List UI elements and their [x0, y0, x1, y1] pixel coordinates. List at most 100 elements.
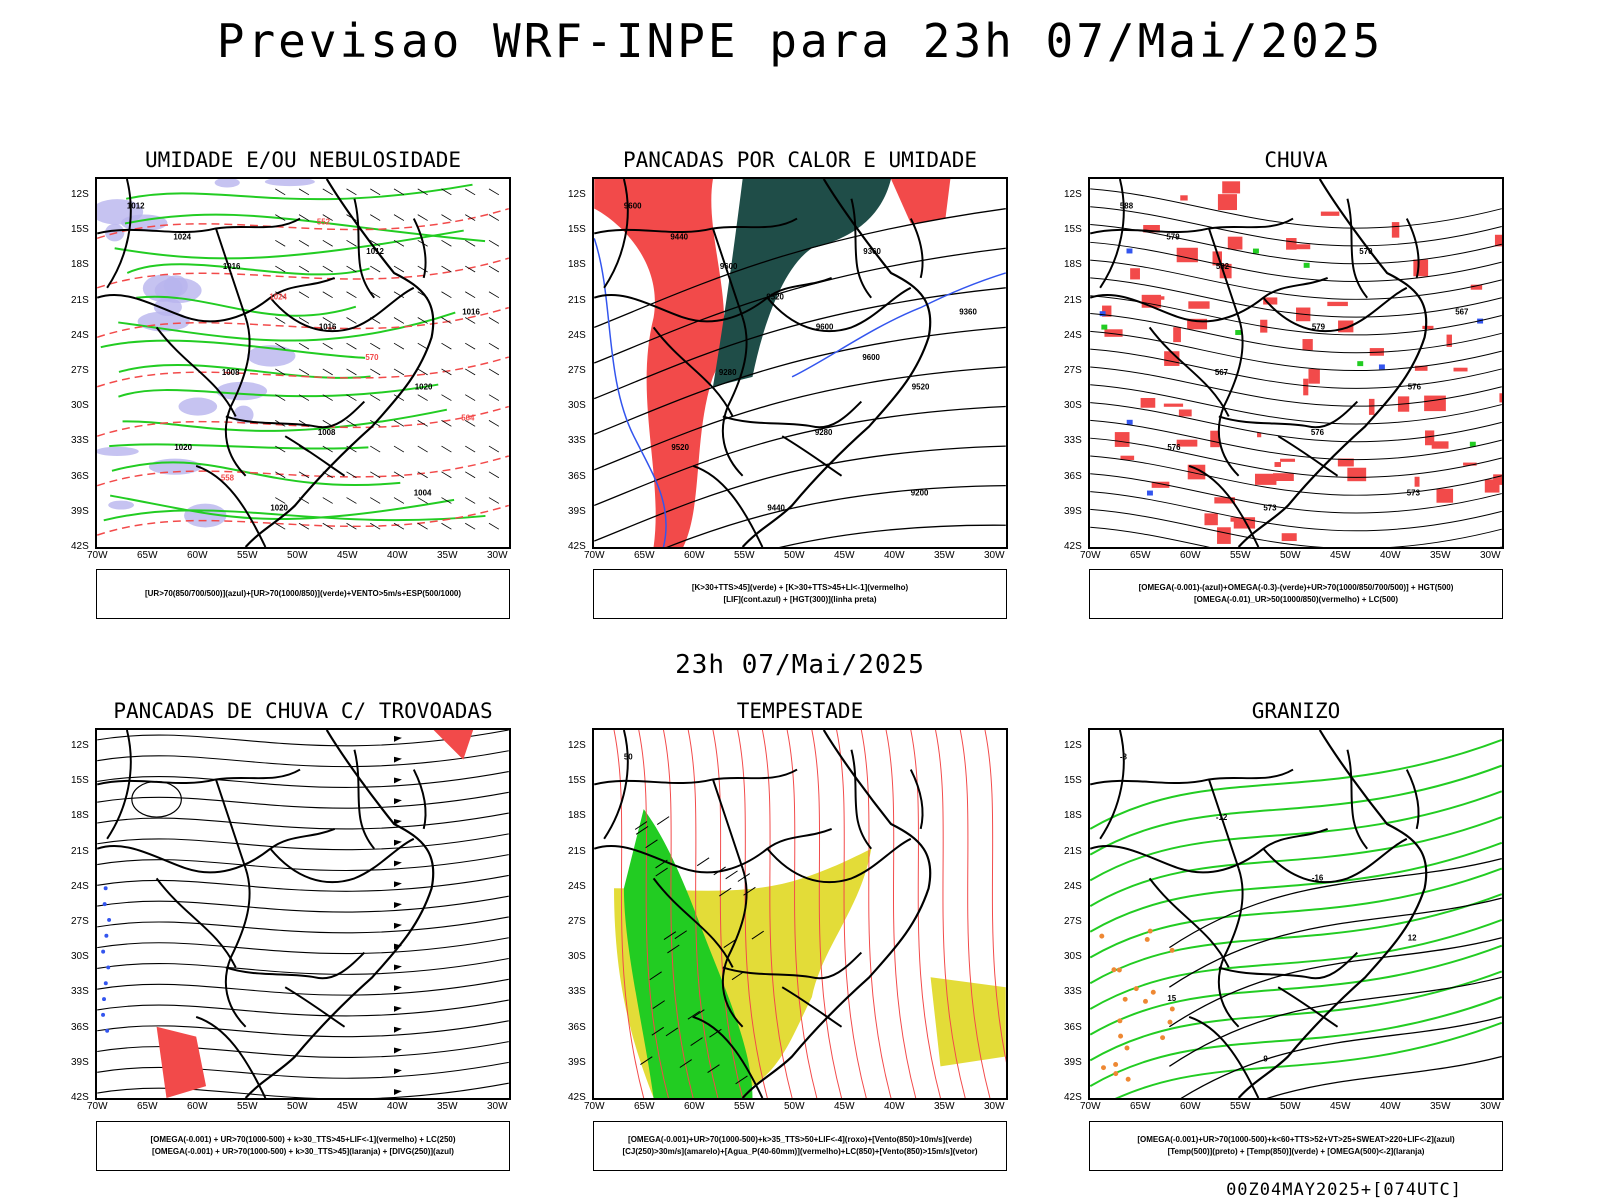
humidity-contour [122, 408, 448, 432]
omega-cell [1338, 320, 1354, 333]
main-title: Previsao WRF-INPE para 23h 07/Mai/2025 [216, 14, 1384, 68]
contour-label: 564 [461, 413, 475, 422]
wind-arrow [417, 394, 428, 401]
legend-box: [OMEGA(-0.001)+UR>70(1000-500)+k<60+TTS>… [1089, 1121, 1503, 1171]
omega-cell [1303, 262, 1310, 268]
divergence-mark [107, 917, 112, 922]
latitude-label: 36S [568, 1021, 586, 1033]
wind-arrow [346, 291, 357, 299]
divergence-mark [101, 949, 106, 954]
longitude-label: 70W [584, 1101, 605, 1112]
temp850-contour [1090, 764, 1502, 856]
wind-arrow [393, 445, 405, 453]
longitude-label: 55W [1230, 1101, 1251, 1112]
wind-vector [667, 944, 680, 954]
streamline [97, 978, 509, 996]
wind-arrow [488, 342, 500, 350]
temp500-contour [1169, 857, 1502, 949]
map-panel: 588 582 579 576 576 573 570 567 567 576 573 579 [1088, 177, 1504, 549]
state-border [603, 179, 629, 289]
humidity-contour [118, 364, 371, 379]
state-border [1099, 730, 1125, 840]
contour-label: 1020 [415, 383, 433, 392]
state-border [850, 198, 872, 299]
contour-label: 12 [1408, 934, 1417, 943]
latitude-label: 42S [71, 541, 89, 552]
state-border [712, 228, 744, 318]
latitude-label: 33S [1064, 435, 1082, 447]
wind-arrow [275, 342, 286, 350]
streamline [97, 833, 509, 851]
wind-arrow [417, 445, 428, 453]
omega-cell [1272, 473, 1294, 481]
legend-line: [OMEGA(-0.001)+UR>70(1000-500)+k<60+TTS>… [1137, 1135, 1455, 1144]
wind-arrow [465, 342, 476, 350]
latitude-label: 42S [1064, 1092, 1082, 1103]
omega500-mark [1167, 1019, 1173, 1025]
longitude-label: 45W [834, 1101, 855, 1112]
latitude-label: 42S [71, 1092, 89, 1103]
state-border [225, 400, 366, 429]
latitude-label: 15S [1064, 224, 1082, 236]
wind-arrow [488, 420, 500, 427]
latitude-label: 21S [1064, 294, 1082, 306]
contour-label: 1016 [462, 308, 480, 317]
omega-cell [1173, 327, 1181, 343]
state-border [269, 286, 415, 333]
wind-arrow [298, 239, 310, 247]
omega-cell [1204, 513, 1218, 526]
latitude-label: 42S [568, 1092, 586, 1103]
omega-cell [1337, 458, 1354, 467]
contour-label: 9600 [816, 322, 834, 331]
wind-arrow [370, 368, 381, 376]
streamline-arrow [394, 777, 402, 784]
contour-label: 1016 [319, 322, 337, 331]
temp850-contour [1090, 867, 1502, 959]
longitude-label: 60W [684, 1101, 705, 1112]
latitude-label: 33S [568, 986, 586, 998]
omega-cell [1357, 361, 1364, 367]
wind-arrow [393, 291, 405, 299]
latitude-label: 36S [1064, 470, 1082, 482]
coastline [1237, 730, 1428, 1098]
height-contour [594, 326, 1006, 435]
wind-arrow [488, 317, 500, 324]
wind-arrow [417, 214, 428, 221]
wind-vector [751, 930, 765, 940]
omega-cell [1104, 329, 1123, 337]
contour-label: 9360 [863, 247, 881, 256]
condensation-line [885, 730, 917, 1098]
state-border [1188, 464, 1260, 547]
wind-arrow [322, 214, 333, 221]
omega-cell [1130, 268, 1140, 280]
wind-arrow [322, 317, 333, 324]
humidity-contour [125, 183, 473, 201]
map-canvas: 50 [594, 730, 1006, 1098]
omega-cell [1235, 330, 1242, 335]
omega-cell [1214, 497, 1235, 504]
contour-label: 588 [1120, 202, 1134, 211]
latitude-label: 18S [71, 259, 89, 271]
legend-line: [K>30+TTS>45](verde) + [K>30+TTS>45+LI<-… [691, 583, 909, 592]
wind-arrow [393, 394, 405, 401]
state-border [1099, 179, 1125, 289]
jet-stream-area [930, 977, 1006, 1067]
wind-arrow [441, 265, 452, 273]
omega-cell [1463, 462, 1477, 466]
humidity-contour [118, 383, 439, 398]
wind-arrow [465, 368, 476, 376]
condensation-line [910, 730, 941, 1098]
wind-arrow [298, 394, 310, 401]
omega-cell [1254, 473, 1277, 485]
state-border [155, 326, 237, 417]
wind-arrow [298, 291, 310, 299]
state-border [106, 730, 132, 840]
wind-arrow [465, 522, 476, 530]
omega-cell [1180, 195, 1188, 201]
height-contour [1090, 241, 1502, 283]
state-border [1346, 749, 1368, 850]
contour-label: 1024 [173, 232, 191, 241]
map-panel: -8 -12 -16 12 15 9 [1088, 728, 1504, 1100]
omega-cell [1425, 430, 1435, 446]
humidity-contour [126, 263, 370, 276]
